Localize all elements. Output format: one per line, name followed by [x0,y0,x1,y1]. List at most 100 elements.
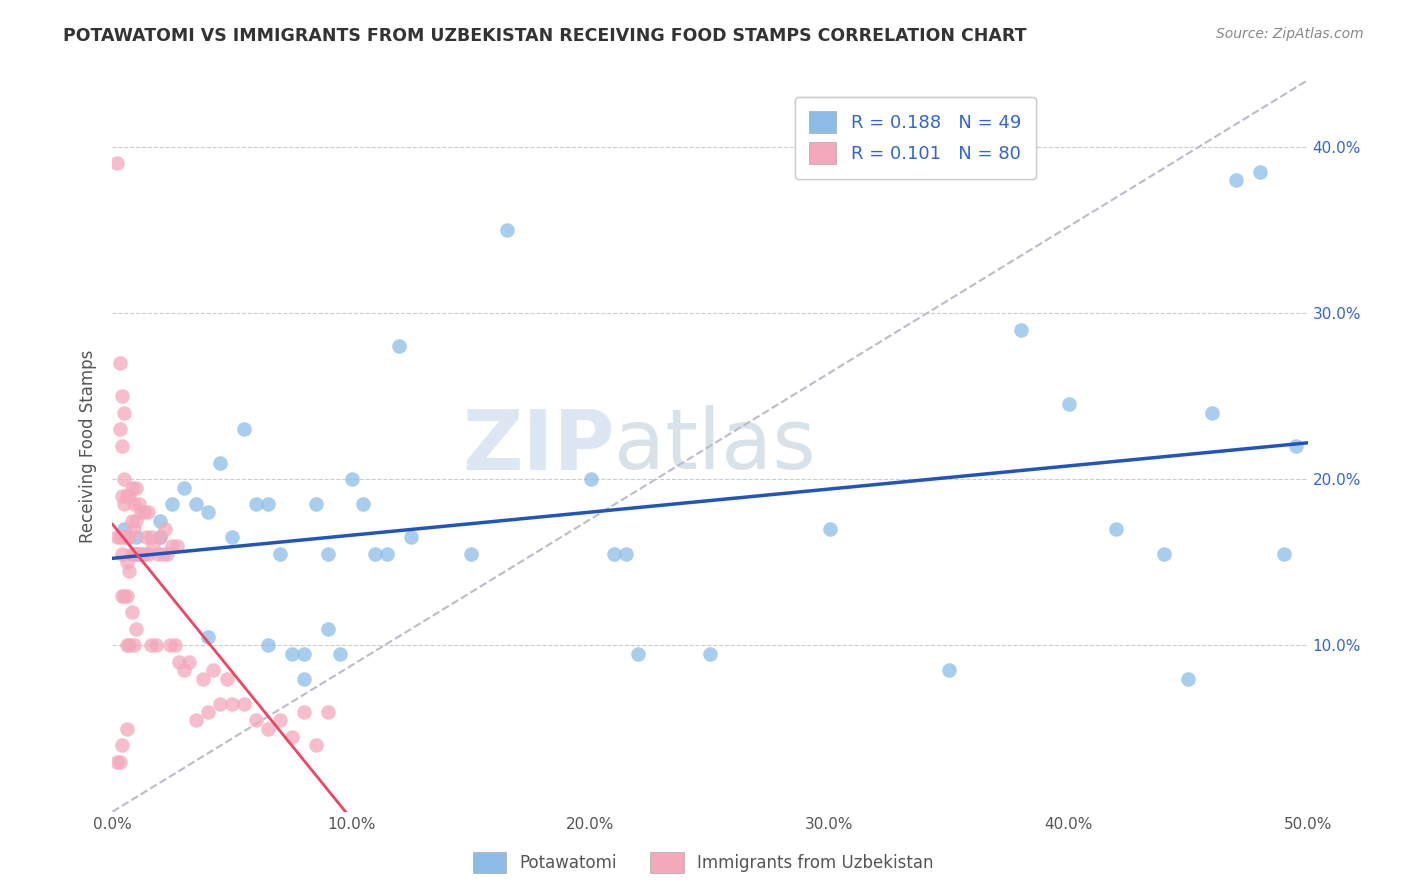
Point [125,514,148,528]
Point [115,722,138,736]
Point [257,497,280,511]
Point [340,472,363,486]
Point [305,738,328,752]
Point [145,639,167,653]
Point [121,605,143,619]
Point [162,497,183,511]
Legend: Potawatomi, Immigrants from Uzbekistan: Potawatomi, Immigrants from Uzbekistan [465,846,941,880]
Point [128,497,150,511]
Point [173,481,195,495]
Point [111,547,134,561]
Point [146,547,169,561]
Point [111,738,134,752]
Point [352,497,374,511]
Point [118,564,141,578]
Point [217,672,239,686]
Point [209,456,232,470]
Point [138,547,160,561]
Point [115,639,138,653]
Point [292,647,315,661]
Point [1225,173,1247,187]
Point [115,489,138,503]
Point [132,506,155,520]
Point [1057,397,1080,411]
Point [292,672,315,686]
Text: atlas: atlas [614,406,815,486]
Point [699,647,721,661]
Point [1285,439,1308,453]
Point [938,664,960,678]
Point [169,655,191,669]
Point [329,647,352,661]
Point [201,664,224,678]
Point [173,664,195,678]
Point [111,589,134,603]
Point [197,506,219,520]
Point [186,497,208,511]
Point [105,755,128,769]
Point [138,506,160,520]
Point [209,697,232,711]
Point [125,622,148,636]
Point [115,589,138,603]
Point [496,223,519,237]
Point [118,530,141,544]
Point [121,481,143,495]
Point [111,489,134,503]
Point [111,389,134,403]
Point [1201,406,1223,420]
Point [162,539,183,553]
Point [149,530,172,544]
Point [305,497,328,511]
Point [364,547,387,561]
Text: ZIP: ZIP [463,406,614,486]
Point [197,705,219,719]
Point [114,406,135,420]
Point [257,639,280,653]
Point [316,547,339,561]
Point [125,481,148,495]
Point [114,589,135,603]
Point [818,522,841,536]
Point [111,439,134,453]
Point [245,497,267,511]
Point [257,722,280,736]
Point [603,547,626,561]
Point [122,497,145,511]
Point [579,472,602,486]
Point [114,472,135,486]
Point [149,530,172,544]
Point [115,555,138,569]
Point [125,530,148,544]
Point [139,639,162,653]
Point [197,630,219,644]
Point [166,539,188,553]
Point [1105,522,1128,536]
Point [114,497,135,511]
Point [114,530,135,544]
Point [142,539,165,553]
Point [1249,164,1271,178]
Point [108,356,131,370]
Point [122,522,145,536]
Point [121,547,143,561]
Point [121,514,143,528]
Point [316,705,339,719]
Point [221,530,243,544]
Point [122,639,145,653]
Point [177,655,200,669]
Point [125,547,148,561]
Point [269,714,291,728]
Point [388,339,411,353]
Legend: R = 0.188   N = 49, R = 0.101   N = 80: R = 0.188 N = 49, R = 0.101 N = 80 [794,96,1036,178]
Point [616,547,638,561]
Point [245,714,267,728]
Point [108,530,131,544]
Point [114,522,135,536]
Point [163,639,186,653]
Point [118,489,141,503]
Point [193,672,215,686]
Point [122,547,145,561]
Point [115,530,138,544]
Y-axis label: Receiving Food Stamps: Receiving Food Stamps [79,350,97,542]
